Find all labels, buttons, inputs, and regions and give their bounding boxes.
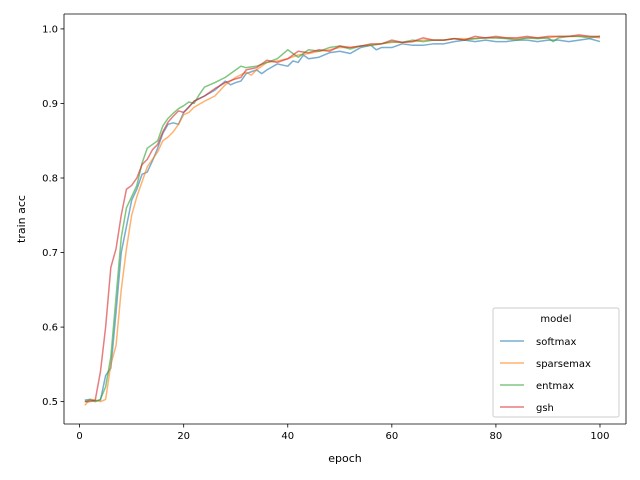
x-tick-label: 100 bbox=[590, 431, 609, 442]
y-tick-label: 0.7 bbox=[42, 248, 58, 259]
legend-label-entmax: entmax bbox=[536, 381, 574, 392]
y-tick-label: 0.9 bbox=[42, 99, 58, 110]
y-tick-label: 0.6 bbox=[42, 323, 58, 334]
legend: model softmax sparsemax entmax gsh bbox=[492, 307, 620, 418]
series-layer bbox=[84, 34, 601, 406]
y-tick-label: 1.0 bbox=[42, 24, 58, 35]
legend-label-softmax: softmax bbox=[536, 337, 576, 348]
legend-box bbox=[492, 307, 620, 418]
axes-layer bbox=[63, 13, 627, 425]
x-axis-label: epoch bbox=[328, 452, 362, 465]
legend-title: model bbox=[540, 314, 571, 325]
legend-label-sparsemax: sparsemax bbox=[536, 359, 591, 370]
legend-entries: softmax sparsemax entmax gsh bbox=[500, 337, 591, 414]
series-line-gsh bbox=[84, 34, 600, 403]
x-tick-label: 0 bbox=[76, 431, 82, 442]
x-tick-label: 80 bbox=[490, 431, 503, 442]
x-ticks: 0 20 40 60 80 100 bbox=[76, 424, 610, 442]
x-tick-label: 40 bbox=[281, 431, 294, 442]
x-tick-label: 60 bbox=[385, 431, 398, 442]
y-ticks: 0.5 0.6 0.7 0.8 0.9 1.0 bbox=[42, 24, 64, 408]
y-tick-label: 0.8 bbox=[42, 174, 58, 185]
series-line-softmax bbox=[84, 37, 601, 402]
x-tick-label: 20 bbox=[177, 431, 190, 442]
legend-label-gsh: gsh bbox=[536, 403, 554, 414]
y-tick-label: 0.5 bbox=[42, 397, 58, 408]
y-axis-label: train acc bbox=[15, 195, 28, 243]
